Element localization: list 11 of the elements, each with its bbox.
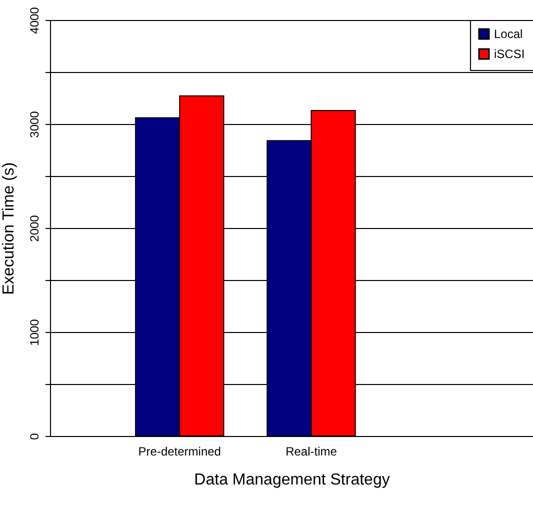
y-tick-label: 2000 xyxy=(28,214,42,242)
y-tick-label: 0 xyxy=(28,432,42,440)
x-axis-title: Data Management Strategy xyxy=(194,472,390,488)
legend-label: iSCSI xyxy=(494,47,525,61)
y-tick-label: 3000 xyxy=(28,110,42,138)
y-tick-label: 4000 xyxy=(28,6,42,34)
x-tick-label: Pre-determined xyxy=(138,444,221,458)
x-tick-label: Real-time xyxy=(286,444,338,458)
legend-label: Local xyxy=(494,27,523,41)
y-tick-label: 1000 xyxy=(28,318,42,346)
y-axis-title: Execution Time (s) xyxy=(0,162,18,295)
